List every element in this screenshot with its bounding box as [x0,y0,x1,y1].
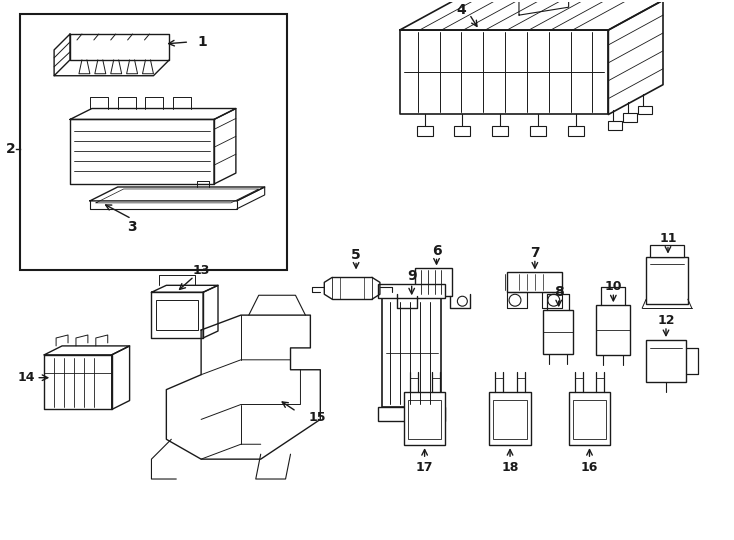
Text: 17: 17 [416,461,433,474]
Bar [407,400,441,439]
Text: 13: 13 [192,264,210,277]
Text: 6: 6 [432,244,441,258]
Text: 2: 2 [6,142,15,156]
Bar [454,126,470,136]
Bar [569,392,611,446]
Bar [638,105,652,114]
Bar [21,14,286,271]
Bar [530,126,546,136]
Bar [608,122,622,130]
Text: 3: 3 [127,220,137,234]
Bar [650,245,684,256]
Text: 4: 4 [457,3,466,17]
Bar [597,305,631,355]
Text: 7: 7 [530,246,539,260]
Bar [573,400,606,439]
Bar [646,256,688,304]
Bar [404,392,446,446]
Bar [382,298,441,408]
Bar [543,310,573,354]
Text: 11: 11 [659,232,677,245]
Text: 18: 18 [501,461,519,474]
Bar [567,126,584,136]
Text: 12: 12 [657,314,675,327]
Bar [156,300,198,330]
Bar [417,126,432,136]
Text: 16: 16 [581,461,598,474]
Text: 1: 1 [197,35,207,49]
Bar [623,113,637,123]
Bar [507,272,562,292]
Text: 15: 15 [308,411,326,424]
Text: 9: 9 [407,269,416,284]
Text: 14: 14 [18,371,35,384]
Bar [646,340,686,382]
Bar [378,408,446,421]
Text: 5: 5 [351,247,361,261]
Bar [415,268,452,296]
Bar [493,126,508,136]
Bar [489,392,531,446]
Text: 8: 8 [554,285,564,299]
Bar [378,285,446,298]
Bar [493,400,527,439]
Text: 10: 10 [605,280,622,293]
